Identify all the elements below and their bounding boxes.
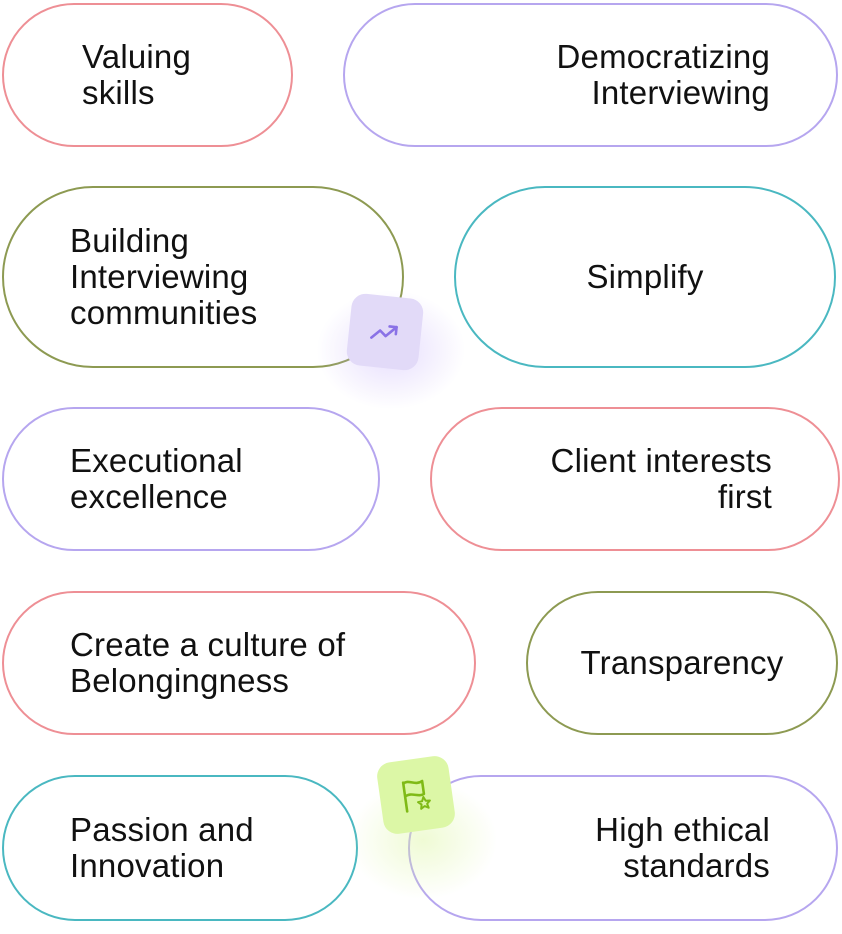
flag-star-icon [393, 772, 438, 817]
value-label: High ethical standards [595, 811, 770, 884]
value-label: Simplify [586, 258, 704, 295]
trending-badge [345, 292, 425, 372]
value-pill-valuing-skills: Valuing skills [2, 3, 293, 147]
value-pill-executional-excellence: Executional excellence [2, 407, 380, 551]
flag-badge [375, 754, 457, 836]
value-label: Executional excellence [70, 442, 243, 515]
value-pill-client-interests-first: Client interests first [430, 407, 840, 551]
value-pill-transparency: Transparency [526, 591, 838, 735]
value-label: Democratizing Interviewing [556, 38, 770, 111]
value-pill-passion-and-innovation: Passion and Innovation [2, 775, 358, 921]
value-pill-simplify: Simplify [454, 186, 836, 368]
value-label: Passion and Innovation [70, 811, 254, 884]
value-label: Create a culture of Belongingness [70, 626, 346, 699]
value-label: Client interests first [550, 442, 772, 515]
value-label: Valuing skills [82, 38, 192, 111]
value-pill-high-ethical-standards: High ethical standards [408, 775, 838, 921]
trending-up-icon [369, 319, 401, 344]
value-pill-democratizing-interviewing: Democratizing Interviewing [343, 3, 838, 147]
value-label: Building Interviewing communities [70, 222, 258, 331]
value-pill-building-interviewing-communities: Building Interviewing communities [2, 186, 404, 368]
value-label: Transparency [580, 644, 784, 681]
value-pill-culture-of-belongingness: Create a culture of Belongingness [2, 591, 476, 735]
